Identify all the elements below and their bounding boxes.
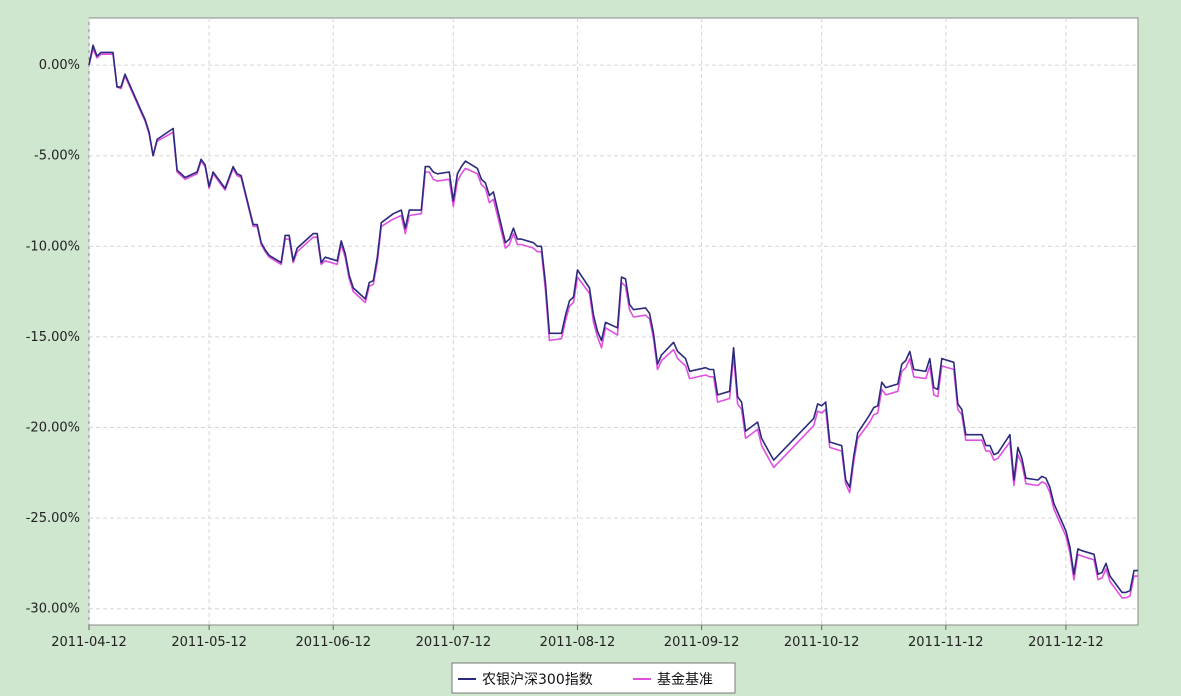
series-line-2 — [88, 47, 1138, 599]
y-tick-label: -25.00% — [26, 511, 80, 526]
x-tick-label: 2011-10-12 — [784, 635, 860, 650]
y-tick-label: -15.00% — [26, 330, 80, 345]
legend-label-1: 农银沪深300指数 — [482, 672, 593, 688]
x-tick-label: 2011-08-12 — [540, 635, 616, 650]
legend: 农银沪深300指数 基金基准 — [451, 662, 736, 694]
x-tick-label: 2011-07-12 — [416, 635, 492, 650]
y-tick-label: -20.00% — [26, 420, 80, 435]
series-layer — [88, 44, 1138, 599]
y-tick-label: -5.00% — [34, 149, 80, 164]
y-tick-label: -30.00% — [26, 602, 80, 617]
x-tick-label: 2011-11-12 — [908, 635, 984, 650]
x-tick-label: 2011-04-12 — [51, 635, 127, 650]
y-tick-label: -10.00% — [26, 239, 80, 254]
x-axis: 2011-04-12 2011-05-12 2011-06-12 2011-07-12… — [51, 625, 1104, 650]
grid — [88, 18, 1138, 625]
legend-box — [451, 662, 736, 694]
y-axis: 0.00% -5.00% -10.00% -15.00% -20.00% -25.00% -… — [26, 58, 80, 617]
plot-area — [88, 17, 1139, 626]
x-tick-label: 2011-09-12 — [664, 635, 740, 650]
x-tick-label: 2011-12-12 — [1028, 635, 1104, 650]
y-tick-label: 0.00% — [39, 58, 80, 73]
series-line-1 — [88, 44, 1138, 594]
legend-label-2: 基金基准 — [657, 671, 713, 688]
x-tick-label: 2011-05-12 — [171, 635, 247, 650]
x-tick-label: 2011-06-12 — [295, 635, 371, 650]
